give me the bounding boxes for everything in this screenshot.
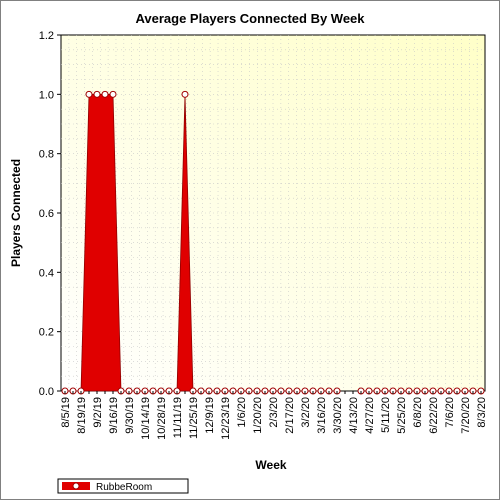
x-tick-label: 9/16/19 <box>108 397 120 434</box>
legend-label: RubbeRoom <box>96 482 152 493</box>
x-tick-label: 2/3/20 <box>268 397 280 428</box>
x-tick-label: 8/3/20 <box>476 397 488 428</box>
y-tick-label: 0.2 <box>39 327 54 339</box>
x-tick-label: 11/25/19 <box>188 397 200 439</box>
x-tick-label: 9/2/19 <box>92 397 104 428</box>
x-tick-label: 2/17/20 <box>284 397 296 434</box>
x-tick-label: 6/8/20 <box>412 397 424 428</box>
x-tick-label: 4/13/20 <box>348 397 360 434</box>
x-tick-label: 3/2/20 <box>300 397 312 428</box>
x-axis-label: Week <box>255 458 286 472</box>
data-point <box>93 90 101 98</box>
data-point <box>101 90 109 98</box>
x-tick-label: 7/6/20 <box>444 397 456 428</box>
x-tick-label: 9/30/19 <box>124 397 136 434</box>
y-axis-ticks: 0.0 0.2 0.4 0.6 0.8 1.0 1.2 <box>39 30 61 398</box>
x-tick-label: 1/6/20 <box>236 397 248 428</box>
x-tick-label: 6/22/20 <box>428 397 440 434</box>
x-tick-label: 8/5/19 <box>60 397 72 428</box>
x-tick-label: 12/23/19 <box>220 397 232 440</box>
x-tick-label: 10/28/19 <box>156 397 168 440</box>
chart-title: Average Players Connected By Week <box>135 11 365 26</box>
x-tick-label: 5/11/20 <box>380 397 392 433</box>
legend-box <box>57 478 189 494</box>
legend-marker <box>72 482 80 490</box>
x-tick-label: 8/19/19 <box>76 397 88 434</box>
y-tick-label: 0.6 <box>39 208 54 220</box>
x-tick-label: 3/16/20 <box>316 397 328 434</box>
y-tick-label: 0.8 <box>39 149 54 161</box>
data-point <box>85 90 93 98</box>
x-tick-label: 4/27/20 <box>364 397 376 434</box>
x-tick-label: 10/14/19 <box>140 397 152 440</box>
data-point <box>181 90 189 98</box>
data-point <box>109 90 117 98</box>
y-tick-label: 1.0 <box>39 89 54 101</box>
y-tick-label: 0.0 <box>39 386 54 398</box>
x-tick-label: 5/25/20 <box>396 397 408 434</box>
x-tick-label: 1/20/20 <box>252 397 264 434</box>
y-tick-label: 0.4 <box>39 267 54 279</box>
y-axis-label: Players Connected <box>9 159 23 267</box>
x-tick-label: 7/20/20 <box>460 397 472 434</box>
legend: RubbeRoom <box>57 478 189 494</box>
x-tick-label: 11/11/19 <box>172 397 184 438</box>
x-axis-ticks: 8/5/19 8/19/19 9/2/19 9/16/19 9/30/19 10/14/1… <box>60 391 488 440</box>
x-tick-label: 3/30/20 <box>332 397 344 434</box>
x-tick-label: 12/9/19 <box>204 397 216 434</box>
y-tick-label: 1.2 <box>39 30 54 42</box>
